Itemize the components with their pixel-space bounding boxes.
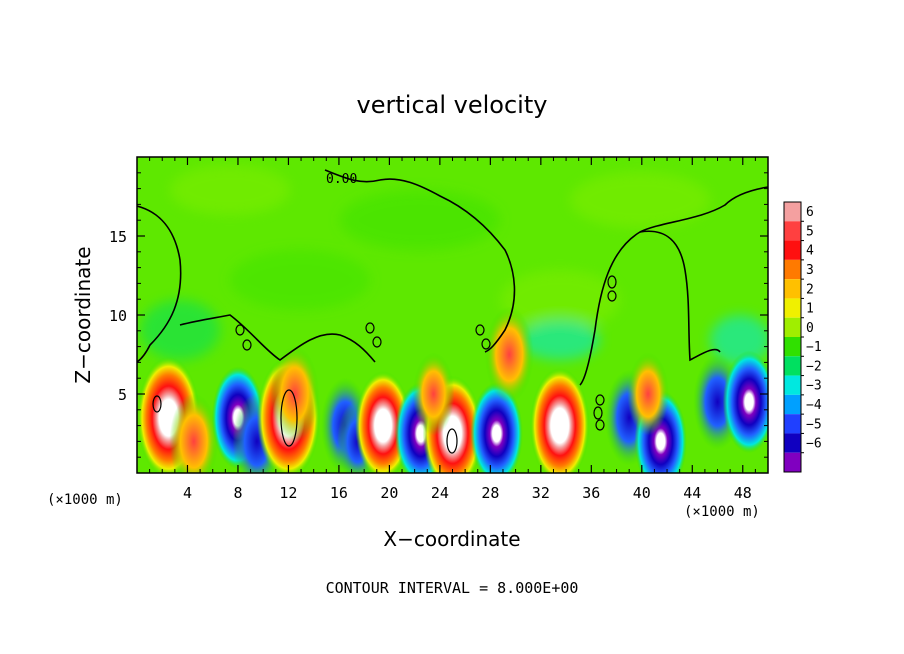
x-tick-label: 32 [532,484,550,502]
colorbar-label: 3 [806,263,814,278]
colorbar-swatch [784,433,801,453]
colorbar-swatch [784,317,801,337]
x-tick-label: 24 [431,484,449,502]
contour-label: 0.00 [326,172,357,187]
colorbar-label: −4 [806,398,822,413]
colorbar-swatch [784,452,801,472]
colorbar-label: 1 [806,302,814,317]
colorbar: 6 5 4 3 2 1 0 −1 −2 −3 −4 −5 −6 [783,201,822,473]
colorbar-swatch [784,394,801,415]
y-tick-label: 15 [109,228,127,246]
colorbar-label: −5 [806,417,822,432]
x-unit-left: (×1000 m) [47,492,123,508]
colorbar-swatch [784,375,801,395]
colorbar-swatch [784,259,801,280]
velocity-cells [137,306,768,473]
velocity-cell-updraft-14 [529,367,590,473]
colorbar-label: 5 [806,224,814,239]
x-tick-label: 28 [481,484,499,502]
zero-contour-top [324,169,516,353]
contour-interval-note: CONTOUR INTERVAL = 8.000E+00 [326,579,579,597]
x-tick-label: 36 [582,484,600,502]
colorbar-label: 0 [806,321,814,336]
chart-title: vertical velocity [357,91,548,119]
x-tick-label: 8 [233,484,242,502]
colorbar-swatch [784,298,801,318]
colorbar-label: −1 [806,340,822,355]
x-tick-label: 16 [330,484,348,502]
velocity-cell-updraft-1 [169,393,219,473]
colorbar-label: −6 [806,437,822,452]
velocity-cell-updraft-13 [484,306,534,403]
colorbar-swatch [784,356,801,376]
x-tick-label: 12 [279,484,297,502]
x-tick-label: 40 [633,484,651,502]
velocity-cell-updraft-11 [412,352,455,436]
y-tick-label: 10 [109,307,127,325]
x-tick-label: 4 [183,484,192,502]
colorbar-swatch [784,221,801,241]
plot-area: 0.00 [137,157,768,473]
colorbar-swatch [784,279,801,299]
colorbar-swatch [784,202,801,222]
colorbar-label: 6 [806,205,814,220]
zero-contour-peak [639,230,721,362]
velocity-cell-updraft-5 [270,346,320,442]
upper-field-texture [140,165,768,365]
zero-contour-right [579,186,768,386]
colorbar-label: 2 [806,282,814,297]
colorbar-swatch [784,337,801,357]
zero-contours [137,169,768,454]
x-axis-ticks: 4 8 12 16 20 24 28 32 36 40 44 48 [149,157,756,502]
colorbar-label: −3 [806,379,822,394]
colorbar-swatch [784,414,801,434]
x-tick-label: 44 [683,484,701,502]
colorbar-label: −2 [806,359,822,374]
velocity-cell-downdraft-19 [722,350,768,454]
colorbar-label: 4 [806,244,814,259]
velocity-cell-updraft-17 [627,352,669,436]
colorbar-swatch [784,240,801,260]
x-tick-label: 20 [380,484,398,502]
x-tick-label: 48 [734,484,752,502]
x-unit-right: (×1000 m) [684,504,760,520]
y-tick-label: 5 [118,386,127,404]
x-axis-label: X−coordinate [383,527,520,551]
zero-contour-upper [137,205,182,363]
velocity-cell-downdraft-12 [470,382,523,473]
y-axis-ticks: 5 10 15 [109,172,768,458]
y-axis-label: Z−coordinate [71,246,95,383]
zero-contour-mid [179,314,376,363]
